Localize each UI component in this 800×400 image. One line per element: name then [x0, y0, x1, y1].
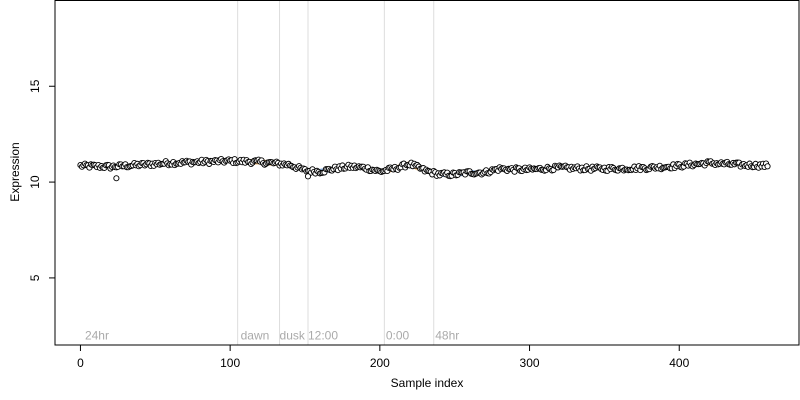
- y-axis: 5 10 15: [28, 79, 56, 281]
- data-point: [113, 175, 120, 182]
- data-point: [764, 163, 771, 170]
- y-tick-label: 15: [28, 79, 42, 93]
- annotation-label: 12:00: [308, 328, 338, 342]
- y-axis-label: Expression: [8, 142, 22, 201]
- annotation-labels: 24hr dawn dusk 12:00 0:00 48hr: [85, 328, 459, 342]
- data-points: [77, 155, 771, 182]
- y-tick-label: 10: [28, 175, 42, 189]
- x-axis: 0 100 200 300 400: [77, 344, 690, 370]
- annotation-label: 0:00: [386, 328, 410, 342]
- vertical-guide-lines: [237, 0, 435, 345]
- annotation-label: dusk: [280, 328, 306, 342]
- annotation-label: 48hr: [435, 328, 459, 342]
- annotation-label: 24hr: [85, 328, 109, 342]
- x-tick-label: 100: [220, 356, 240, 370]
- x-tick-label: 200: [370, 356, 390, 370]
- y-tick-label: 5: [28, 274, 42, 281]
- x-tick-label: 300: [520, 356, 540, 370]
- x-tick-label: 0: [77, 356, 84, 370]
- data-point: [304, 173, 312, 180]
- x-tick-label: 400: [669, 356, 689, 370]
- x-axis-label: Sample index: [391, 376, 464, 390]
- annotation-label: dawn: [241, 328, 270, 342]
